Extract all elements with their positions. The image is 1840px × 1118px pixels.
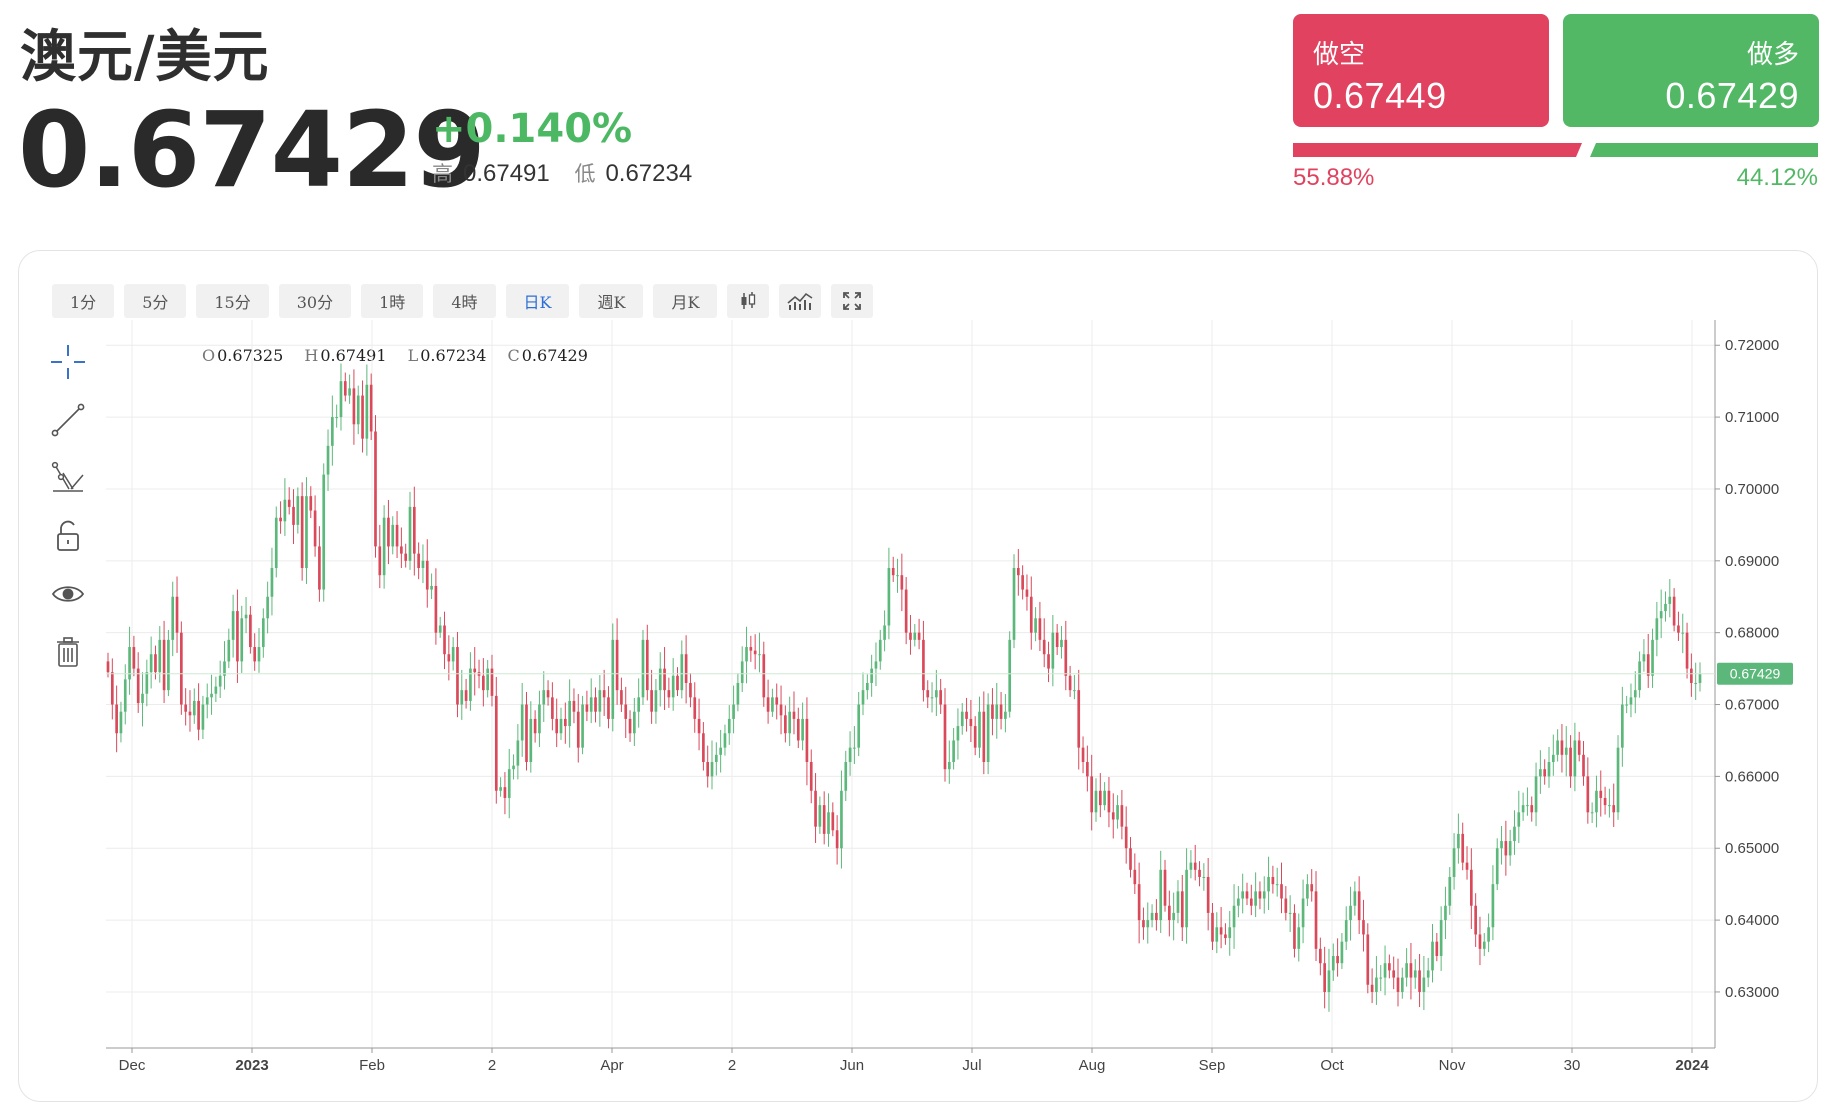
interval-30m-button[interactable]: 30分 [278, 284, 352, 318]
interval-monthly-button[interactable]: 月K [653, 284, 718, 318]
current-price: 0.67429 [18, 89, 486, 211]
lock-icon[interactable] [46, 514, 90, 558]
high-label: 高 [432, 162, 453, 186]
interval-5m-button[interactable]: 5分 [124, 284, 187, 318]
close-label-chart: C [507, 346, 520, 365]
long-button[interactable]: 做多 0.67429 [1563, 14, 1819, 127]
ohlc-readout: O 0.67325 H 0.67491 L 0.67234 C 0.67429 [202, 346, 604, 365]
pair-title: 澳元/美元 [20, 25, 270, 90]
low-value-chart: 0.67234 [420, 346, 487, 365]
interval-15m-button[interactable]: 15分 [196, 284, 269, 318]
high-value: 0.67491 [463, 160, 550, 187]
short-percentage: 55.88% [1293, 164, 1375, 191]
indicators-icon[interactable] [779, 284, 822, 318]
open-label: O [202, 346, 216, 365]
interval-daily-button[interactable]: 日K [505, 284, 570, 318]
sentiment-long-bar [1590, 143, 1818, 157]
short-button[interactable]: 做空 0.67449 [1293, 14, 1549, 127]
close-value-chart: 0.67429 [521, 346, 588, 365]
sentiment-short-bar [1293, 143, 1582, 157]
interval-weekly-button[interactable]: 週K [579, 284, 644, 318]
trendline-icon[interactable] [46, 398, 90, 442]
interval-4h-button[interactable]: 4時 [433, 284, 496, 318]
interval-1h-button[interactable]: 1時 [361, 284, 424, 318]
fullscreen-icon[interactable] [831, 284, 874, 318]
high-value-chart: 0.67491 [320, 346, 387, 365]
chart-panel [18, 250, 1818, 1102]
open-value: 0.67325 [217, 346, 284, 365]
low-label: 低 [574, 162, 596, 186]
low-value: 0.67234 [605, 160, 693, 187]
low-label-chart: L [407, 346, 419, 365]
crosshair-icon[interactable] [46, 340, 90, 384]
high-low: 高 0.67491 低 0.67234 [432, 158, 710, 188]
candlestick-icon[interactable] [727, 284, 770, 318]
drawing-tools [46, 340, 90, 688]
short-label: 做空 [1313, 40, 1366, 70]
long-percentage: 44.12% [1736, 164, 1818, 191]
high-label-chart: H [304, 346, 319, 365]
interval-toolbar: 1分 5分 15分 30分 1時 4時 日K 週K 月K [52, 284, 874, 318]
long-label: 做多 [1746, 40, 1799, 70]
trash-icon[interactable] [46, 630, 90, 674]
fib-icon[interactable] [46, 456, 90, 500]
interval-1m-button[interactable]: 1分 [52, 284, 115, 318]
short-price: 0.67449 [1313, 75, 1447, 116]
eye-icon[interactable] [46, 572, 90, 616]
price-change: +0.140% [432, 106, 633, 152]
long-price: 0.67429 [1665, 75, 1799, 116]
